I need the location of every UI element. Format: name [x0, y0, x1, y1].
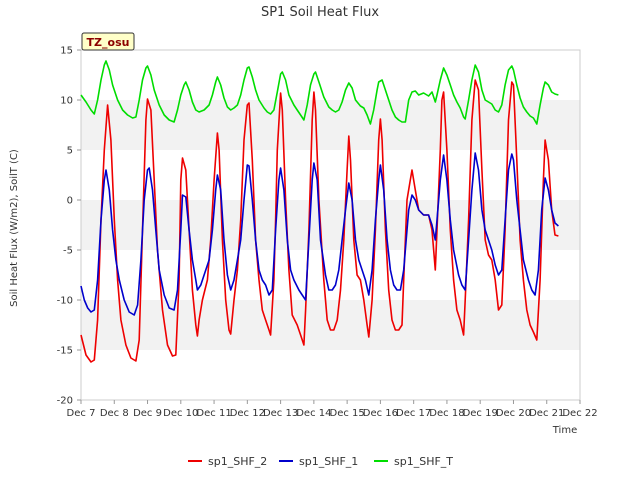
x-tick-label: Dec 22 [562, 408, 597, 419]
chart-title: SP1 Soil Heat Flux [261, 5, 379, 20]
x-tick-label: Dec 21 [529, 408, 564, 419]
x-tick-label: Dec 17 [396, 408, 431, 419]
station-badge: TZ_osu [81, 32, 135, 51]
x-tick-label: Dec 14 [296, 408, 331, 419]
y-tick-label: 0 [67, 196, 73, 207]
grid-band [81, 250, 580, 300]
grid-bands [81, 50, 580, 400]
x-tick-label: Dec 18 [429, 408, 464, 419]
x-tick-label: Dec 20 [496, 408, 531, 419]
badge-background [81, 32, 135, 51]
x-tick-label: Dec 7 [67, 408, 96, 419]
y-tick-label: -20 [57, 396, 73, 407]
y-tick-label: 15 [60, 46, 73, 57]
legend-label: sp1_SHF_1 [299, 455, 358, 468]
x-tick-label: Dec 15 [330, 408, 365, 419]
y-axis: -20 -15 -10 -5 0 5 10 15 [57, 46, 81, 407]
grid-band [81, 50, 580, 100]
x-tick-label: Dec 8 [100, 408, 129, 419]
badge-text: TZ_osu [87, 36, 130, 49]
y-tick-label: 10 [60, 96, 73, 107]
x-tick-label: Dec 9 [133, 408, 162, 419]
x-axis-label: Time [552, 425, 577, 436]
series-line-sp1_SHF_1 [80, 152, 559, 316]
y-tick-label: -5 [63, 246, 73, 257]
grid-band [81, 150, 580, 200]
x-tick-label: Dec 11 [196, 408, 231, 419]
grid-band [81, 200, 580, 250]
y-tick-label: -15 [57, 346, 73, 357]
x-tick-label: Dec 10 [163, 408, 198, 419]
y-axis-label: Soil Heat Flux (W/m2), SoilT (C) [9, 149, 20, 307]
grid-band [81, 300, 580, 350]
legend: sp1_SHF_2 sp1_SHF_1 sp1_SHF_T [188, 455, 453, 468]
x-tick-label: Dec 19 [463, 408, 498, 419]
x-tick-label: Dec 16 [363, 408, 398, 419]
x-tick-label: Dec 13 [263, 408, 298, 419]
series-lines [80, 60, 559, 363]
grid-band [81, 350, 580, 400]
x-tick-label: Dec 12 [230, 408, 265, 419]
legend-label: sp1_SHF_2 [208, 455, 267, 468]
series-line-sp1_SHF_T [80, 60, 559, 125]
y-tick-label: -10 [57, 296, 73, 307]
legend-label: sp1_SHF_T [394, 455, 453, 468]
series-line-sp1_SHF_2 [80, 79, 559, 363]
plot-frame [80, 49, 581, 401]
y-tick-label: 5 [67, 146, 73, 157]
